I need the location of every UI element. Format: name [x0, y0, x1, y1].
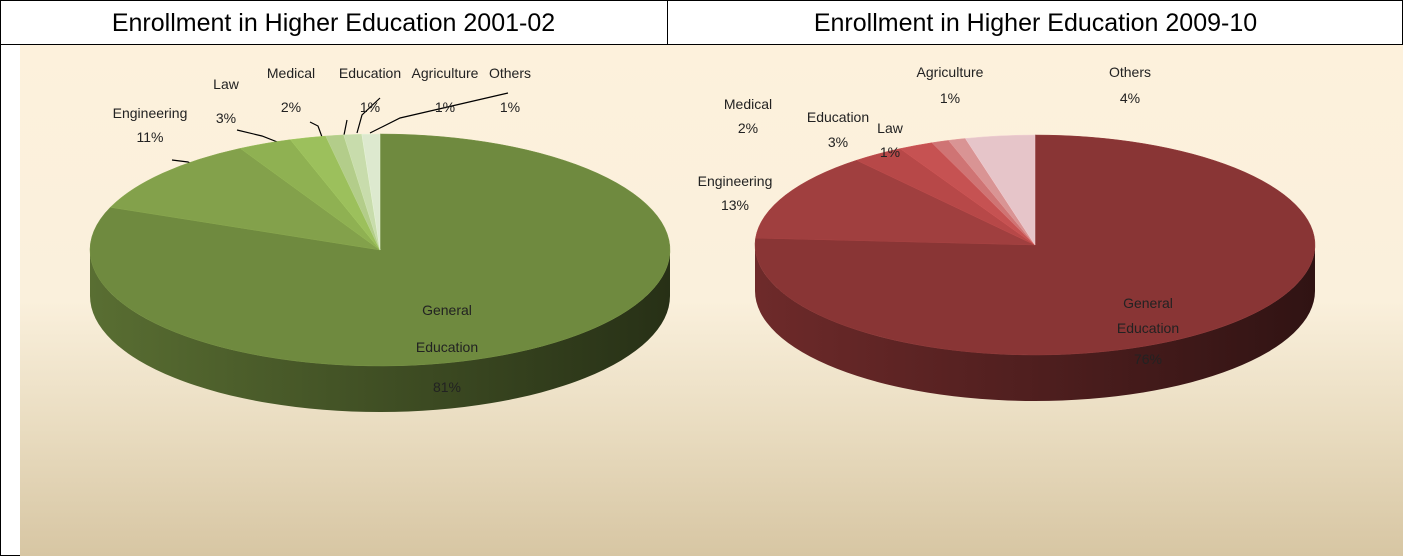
pie-slice: [964, 134, 1036, 246]
slice-value-label: 13%: [720, 197, 750, 213]
slice-value-label: 3%: [215, 110, 237, 126]
slice-label: Medical: [723, 96, 773, 112]
slice-label: Engineering: [697, 173, 773, 189]
slice-value-label: 3%: [827, 134, 849, 150]
slice-value-label: 11%: [136, 129, 164, 145]
pie-slice-side: [90, 250, 670, 412]
slice-label: Engineering: [112, 105, 188, 121]
slice-value-label: 1%: [939, 90, 961, 106]
slice-value-label: 81%: [432, 379, 462, 395]
slice-label: Education: [806, 109, 870, 125]
slice-label: Medical: [266, 65, 316, 81]
pie-slice-side: [755, 245, 1315, 401]
slice-value-label: 1%: [879, 144, 901, 160]
pie-slice: [361, 133, 381, 251]
slice-label: Law: [877, 120, 903, 136]
pie-slice: [755, 159, 1036, 246]
slice-value-label: 1%: [359, 99, 381, 115]
slice-value-label: 2%: [737, 120, 759, 136]
slice-value-label: 1%: [434, 99, 456, 115]
slice-label: Education: [338, 65, 402, 81]
pie-slice: [754, 134, 1316, 356]
slice-label: Law: [213, 76, 239, 92]
slice-value-label: 76%: [1133, 351, 1163, 367]
slice-label: Others: [1108, 64, 1152, 80]
slice-label: Agriculture: [411, 65, 479, 81]
pie-slice: [109, 148, 381, 251]
slice-label: General Education: [415, 302, 479, 355]
slice-value-label: 1%: [499, 99, 521, 115]
slice-label: Agriculture: [916, 64, 984, 80]
chart-title: Enrollment in Higher Education 2001-02: [0, 0, 668, 45]
slice-label: General Education: [1116, 295, 1180, 336]
slice-value-label: 4%: [1119, 90, 1141, 106]
chart-title: Enrollment in Higher Education 2009-10: [668, 0, 1403, 45]
slice-label: Others: [488, 65, 532, 81]
slice-value-label: 2%: [280, 99, 302, 115]
